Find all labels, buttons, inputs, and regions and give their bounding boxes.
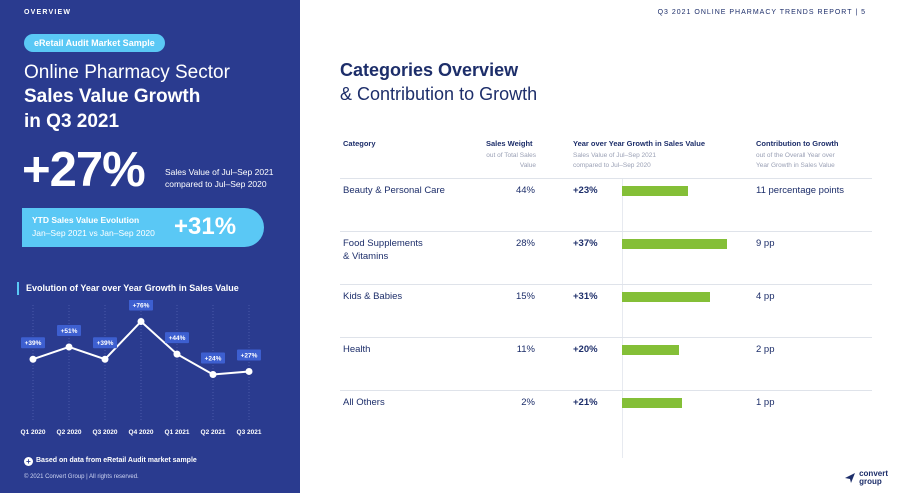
data-label: +24% [205,356,222,363]
data-label-box [165,332,189,344]
yoy-growth: +23% [573,185,598,196]
ytd-period: Jan–Sep 2021 vs Jan–Sep 2020 [32,228,155,238]
bar-axis [622,178,623,458]
yoy-growth: +31% [573,291,598,302]
data-point [173,350,181,358]
category-name: Food Supplements [343,238,423,249]
growth-bar [622,239,728,249]
x-tick-label: Q4 2020 [129,429,154,436]
col-weight-sub: out of Total Sales Value [486,152,536,169]
data-label: +39% [25,340,42,347]
report-header: Q3 2021 ONLINE PHARMACY TRENDS REPORT | … [657,9,866,16]
growth-bar [622,292,711,302]
data-label-box [201,352,225,364]
sales-weight: 15% [515,291,535,302]
data-label-box [57,324,81,336]
evolution-title: Evolution of Year over Year Growth in Sa… [26,283,239,293]
yoy-growth: +20% [573,344,598,355]
title-line-3: in Q3 2021 [24,111,120,132]
x-tick-label: Q1 2021 [165,429,190,436]
data-point [65,343,73,351]
row-divider [340,231,872,232]
logo-text-1: convert [859,469,888,478]
ytd-label: YTD Sales Value Evolution [32,215,140,225]
col-contribution-sub: out of the Overall Year over Year Growth… [756,152,835,169]
category-name: Kids & Babies [343,291,403,302]
category-name: Beauty & Personal Care [343,185,445,196]
data-point [137,317,145,325]
col-category: Category [343,139,376,148]
plus-icon: + [24,457,33,466]
x-tick-label: Q3 2021 [237,429,262,436]
category-name: Health [343,344,371,355]
growth-bar [622,345,679,355]
big-growth-note: Sales Value of Jul–Sep 2021 compared to … [165,167,274,189]
data-label: +51% [61,328,78,335]
x-tick-label: Q2 2020 [57,429,82,436]
x-tick-label: Q3 2020 [93,429,118,436]
data-label: +27% [241,352,258,359]
contribution: 4 pp [756,291,775,302]
growth-bar [622,186,688,196]
title-line-2: Sales Value Growth [24,86,201,107]
data-label-box [237,349,261,361]
growth-bar [622,398,682,408]
section-label: OVERVIEW [24,9,72,16]
col-yoy-sub: Sales Value of Jul–Sep 2021 compared to … [573,152,656,169]
logo-icon [845,473,856,483]
data-point [209,371,217,379]
data-label: +76% [133,302,150,309]
data-label-box [21,337,45,349]
categories-subtitle: & Contribution to Growth [340,84,538,104]
category-name-line2: & Vitamins [343,251,389,262]
col-yoy: Year over Year Growth in Sales Value [573,139,706,148]
copyright: © 2021 Convert Group | All rights reserv… [24,474,139,480]
left-panel: OVERVIEW eRetail Audit Market Sample Onl… [0,0,300,493]
title-line-1: Online Pharmacy Sector [24,62,230,83]
data-label-box [129,300,153,311]
convert-group-logo: convert group [845,469,888,486]
contribution: 2 pp [756,344,775,355]
col-weight: Sales Weight [486,139,533,148]
col-contribution: Contribution to Growth [756,139,839,148]
sample-pill: eRetail Audit Market Sample [24,34,165,52]
x-tick-label: Q1 2020 [21,429,46,436]
contribution: 9 pp [756,238,775,249]
row-divider [340,337,872,338]
data-label: +39% [97,340,114,347]
contribution: 11 percentage points [756,185,845,196]
data-label: +44% [169,335,186,342]
sales-weight: 44% [515,185,535,196]
category-name: All Others [343,397,385,408]
row-divider [340,178,872,179]
ytd-callout: YTD Sales Value Evolution Jan–Sep 2021 v… [22,208,264,247]
evolution-accent [17,282,19,295]
ytd-value: +31% [174,213,237,240]
data-point [29,355,37,363]
big-growth-value: +27% [22,143,146,197]
logo-text-2: group [859,477,882,486]
row-divider [340,390,872,391]
yoy-growth: +37% [573,238,598,249]
contribution: 1 pp [756,397,775,408]
data-point [101,355,109,363]
sales-weight: 2% [521,397,535,408]
growth-line-chart: +39% Q1 2020 +51% Q2 2020 +39% Q3 2020 +76% Q4 … [21,300,262,436]
sales-weight: 28% [515,238,535,249]
x-tick-label: Q2 2021 [201,429,226,436]
categories-title: Categories Overview [340,60,519,80]
data-point [245,367,253,375]
data-note: Based on data from eRetail Audit market … [36,457,197,464]
sales-weight: 11% [516,344,535,355]
yoy-growth: +21% [573,397,598,408]
row-divider [340,284,872,285]
data-label-box [93,337,117,349]
